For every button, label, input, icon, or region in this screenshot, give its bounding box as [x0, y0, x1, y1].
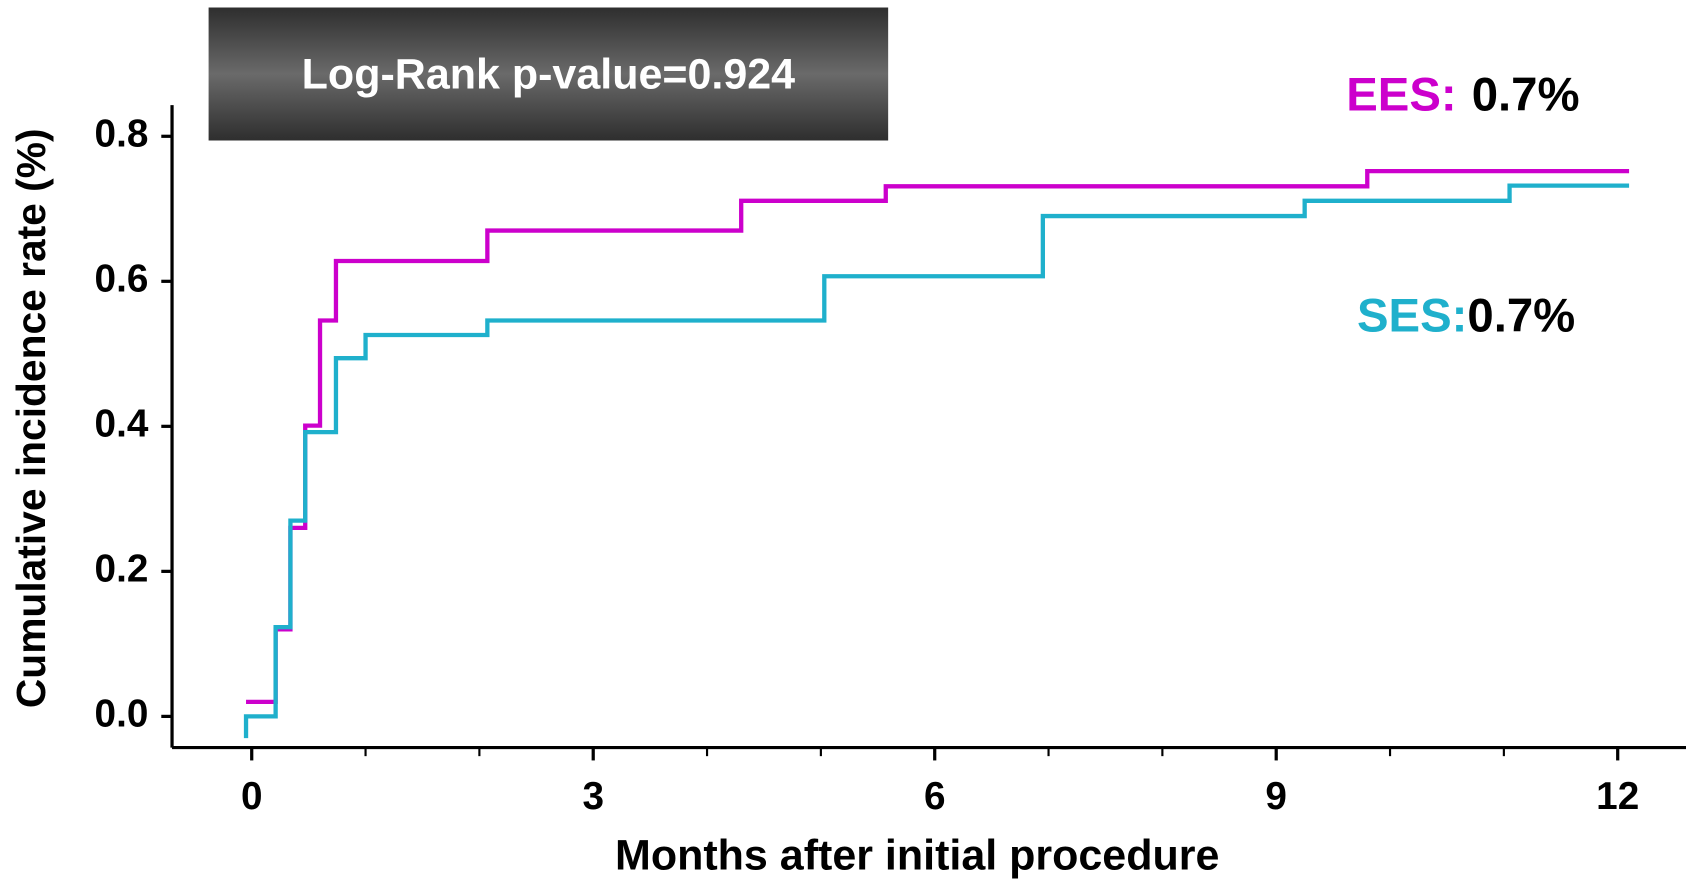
y-tick-label: 0.2 [95, 548, 149, 591]
x-tick-label: 9 [1265, 775, 1287, 818]
series-label: SES:0.7% [1357, 290, 1575, 343]
series-end-label: 0.7% [1472, 69, 1580, 122]
x-tick-label: 12 [1596, 775, 1639, 818]
x-tick-label: 0 [241, 775, 263, 818]
series-end-label: 0.7% [1467, 290, 1575, 343]
survival-line [246, 168, 1630, 705]
x-tick-label: 3 [582, 775, 604, 818]
series-name: SES: [1357, 290, 1467, 343]
y-tick-label: 0.4 [95, 403, 149, 446]
x-axis-label: Months after initial procedure [615, 831, 1219, 879]
y-tick-label: 0.6 [95, 258, 149, 301]
y-tick-label: 0.0 [95, 693, 149, 736]
survival-line [243, 183, 1630, 739]
annotation: Log-Rank p-value=0.924 [302, 51, 795, 99]
y-axis-label: Cumulative incidence rate (%) [8, 128, 54, 708]
annotation-box [208, 7, 889, 141]
series-label: EES: 0.7% [1346, 69, 1579, 122]
x-tick-label: 6 [924, 775, 946, 818]
y-tick-label: 0.8 [95, 113, 149, 156]
series-name: EES: [1346, 69, 1456, 122]
